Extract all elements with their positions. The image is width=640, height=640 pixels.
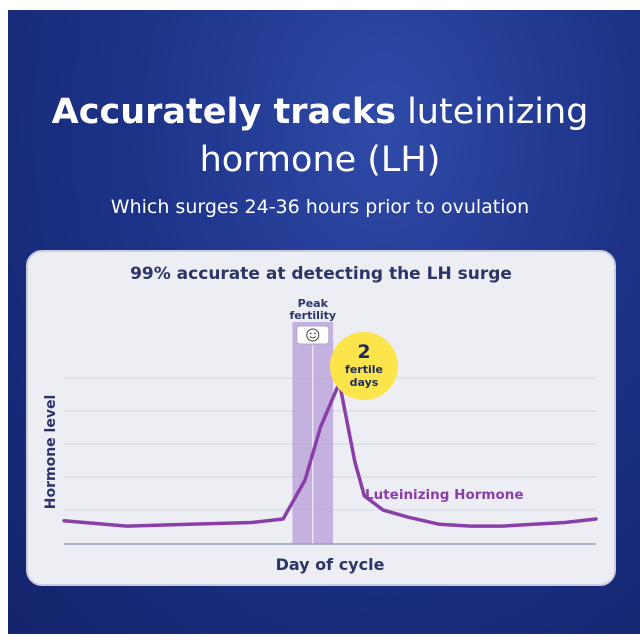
series-label-luteinizing-hormone: Luteinizing Hormone (365, 487, 524, 503)
smiley-eye-right (314, 332, 316, 335)
subheadline: Which surges 24-36 hours prior to ovulat… (110, 196, 530, 218)
top-border (0, 0, 640, 10)
y-axis-label: Hormone level (43, 395, 59, 510)
smiley-eye-left (309, 332, 312, 335)
left-border (0, 0, 8, 640)
fertile-days-text-line2: days (350, 376, 379, 389)
smiley-mouth (309, 336, 317, 339)
chart-title: 99% accurate at detecting the LH surge (130, 264, 512, 284)
peak-fertility-label-line1: Peak (298, 297, 329, 310)
fertile-days-number: 2 (357, 341, 370, 363)
peak-fertility-label-line2: fertility (289, 309, 336, 322)
headline-bold: Accurately tracks (51, 92, 396, 132)
smiley-icon (306, 328, 320, 342)
lh-series-line (62, 380, 598, 528)
headline: Accurately tracks luteinizing hormone (L… (10, 88, 630, 184)
bottom-border (0, 634, 640, 640)
fertile-days-text-line1: fertile (345, 363, 383, 376)
x-axis-label: Day of cycle (276, 555, 385, 574)
headline-light: luteinizing hormone (LH) (199, 92, 589, 180)
smiley-icon-box (296, 325, 330, 345)
fertile-days-badge (330, 332, 398, 400)
